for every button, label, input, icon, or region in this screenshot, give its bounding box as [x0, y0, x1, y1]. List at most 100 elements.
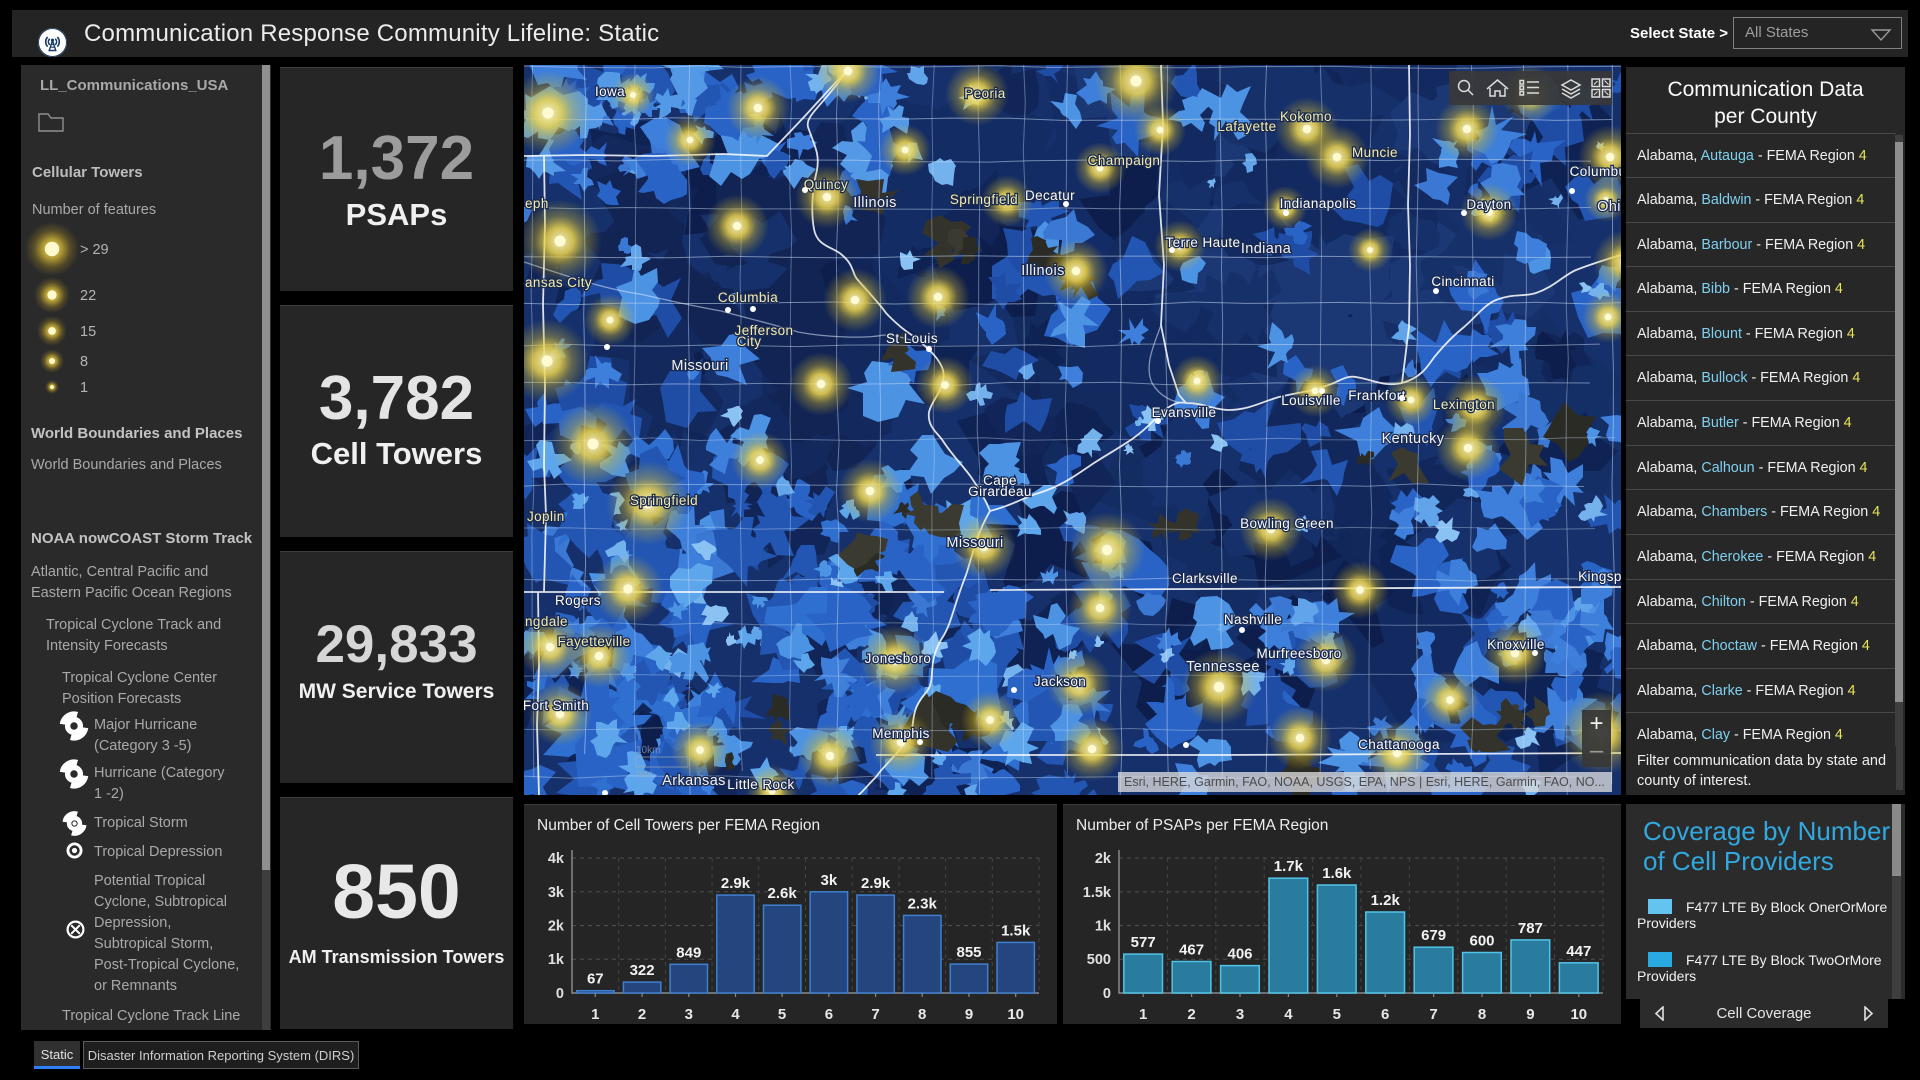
svg-text:7: 7	[871, 1006, 879, 1023]
svg-text:Chattanooga: Chattanooga	[1358, 737, 1440, 752]
svg-text:447: 447	[1566, 943, 1591, 960]
svg-text:Peoria: Peoria	[964, 86, 1006, 101]
svg-text:2.6k: 2.6k	[767, 885, 797, 902]
svg-text:Missouri: Missouri	[671, 358, 728, 374]
svg-text:849: 849	[676, 944, 701, 961]
svg-text:5: 5	[1333, 1006, 1341, 1023]
svg-text:0: 0	[1103, 986, 1111, 1002]
svg-text:5: 5	[778, 1006, 786, 1023]
svg-text:10: 10	[1007, 1006, 1024, 1023]
svg-text:Dayton: Dayton	[1466, 197, 1511, 212]
svg-text:3: 3	[685, 1006, 693, 1023]
svg-text:Indiana: Indiana	[1241, 241, 1292, 257]
svg-text:Quincy: Quincy	[804, 177, 848, 192]
svg-text:Louisville: Louisville	[1281, 393, 1341, 408]
svg-text:Jackson: Jackson	[1034, 674, 1086, 689]
svg-text:467: 467	[1179, 942, 1204, 959]
svg-text:9: 9	[1526, 1006, 1534, 1023]
svg-text:2: 2	[638, 1006, 646, 1023]
svg-text:Frankfort: Frankfort	[1348, 388, 1406, 403]
svg-text:1.6k: 1.6k	[1322, 865, 1352, 882]
svg-text:1k: 1k	[1095, 919, 1112, 935]
svg-text:Springfield: Springfield	[950, 192, 1018, 207]
svg-text:3k: 3k	[548, 885, 565, 901]
svg-text:Decatur: Decatur	[1025, 188, 1075, 203]
svg-text:6mi: 6mi	[636, 769, 652, 780]
svg-text:1.2k: 1.2k	[1371, 892, 1401, 909]
svg-text:Columbia: Columbia	[718, 290, 778, 305]
svg-text:9: 9	[965, 1006, 973, 1023]
svg-text:Kokomo: Kokomo	[1280, 109, 1332, 124]
svg-text:Arkansas: Arkansas	[662, 773, 726, 789]
svg-text:Evansville: Evansville	[1152, 405, 1217, 420]
svg-text:1: 1	[591, 1006, 599, 1023]
svg-text:855: 855	[956, 944, 981, 961]
svg-text:Cape: Cape	[983, 473, 1017, 488]
svg-text:0: 0	[556, 986, 564, 1002]
svg-text:Nashville: Nashville	[1224, 612, 1282, 627]
svg-text:Rogers: Rogers	[555, 593, 601, 608]
svg-text:1k: 1k	[548, 952, 565, 968]
svg-text:1.7k: 1.7k	[1274, 858, 1304, 875]
svg-text:City: City	[737, 334, 762, 349]
svg-text:600: 600	[1469, 933, 1494, 950]
svg-text:Kentucky: Kentucky	[1382, 431, 1445, 447]
svg-text:Fayetteville: Fayetteville	[557, 634, 630, 649]
svg-text:1.5k: 1.5k	[1083, 885, 1112, 901]
svg-text:Columbu: Columbu	[1570, 164, 1621, 179]
svg-text:2: 2	[1187, 1006, 1195, 1023]
svg-text:Bowling Green: Bowling Green	[1240, 516, 1334, 531]
svg-text:2.9k: 2.9k	[861, 875, 891, 892]
svg-text:Cincinnati: Cincinnati	[1431, 274, 1494, 289]
svg-text:Jonesboro: Jonesboro	[865, 651, 932, 666]
svg-text:Joplin: Joplin	[527, 509, 565, 524]
svg-text:Illinois: Illinois	[1021, 263, 1065, 279]
svg-text:Lafayette: Lafayette	[1217, 119, 1276, 134]
svg-text:4: 4	[731, 1006, 740, 1023]
svg-text:ansas City: ansas City	[525, 275, 592, 290]
svg-text:3: 3	[1236, 1006, 1244, 1023]
svg-text:679: 679	[1421, 927, 1446, 944]
svg-text:8: 8	[918, 1006, 926, 1023]
svg-text:67: 67	[587, 971, 604, 988]
svg-text:3k: 3k	[821, 872, 838, 889]
svg-text:2k: 2k	[548, 919, 565, 935]
svg-text:2.3k: 2.3k	[908, 895, 938, 912]
svg-text:Indianapolis: Indianapolis	[1280, 196, 1357, 211]
svg-text:St Louis: St Louis	[886, 331, 938, 346]
svg-text:ngdale: ngdale	[525, 614, 568, 629]
svg-text:322: 322	[630, 962, 655, 979]
svg-text:577: 577	[1131, 934, 1156, 951]
svg-text:Ohi: Ohi	[1597, 199, 1621, 215]
svg-text:Illinois: Illinois	[853, 195, 897, 211]
svg-text:Missouri: Missouri	[946, 535, 1003, 551]
svg-text:Little Rock: Little Rock	[727, 777, 794, 792]
svg-text:7: 7	[1429, 1006, 1437, 1023]
svg-text:Muncie: Muncie	[1352, 145, 1398, 160]
svg-text:4: 4	[1284, 1006, 1293, 1023]
svg-text:6: 6	[1381, 1006, 1389, 1023]
svg-text:Memphis: Memphis	[872, 726, 930, 741]
svg-text:Clarksville: Clarksville	[1172, 571, 1238, 586]
svg-text:Knoxville: Knoxville	[1487, 637, 1545, 652]
svg-text:Fort Smith: Fort Smith	[524, 698, 589, 713]
svg-text:Kingsp: Kingsp	[1578, 569, 1621, 584]
svg-text:10km: 10km	[636, 745, 660, 756]
svg-text:1: 1	[1139, 1006, 1147, 1023]
svg-text:Tennessee: Tennessee	[1186, 659, 1260, 675]
svg-text:Murfreesboro: Murfreesboro	[1256, 646, 1341, 661]
svg-text:2.9k: 2.9k	[721, 875, 751, 892]
svg-text:2k: 2k	[1095, 851, 1112, 867]
svg-text:Girardeau: Girardeau	[968, 484, 1032, 499]
svg-text:1.5k: 1.5k	[1001, 922, 1031, 939]
svg-text:6: 6	[825, 1006, 833, 1023]
svg-text:eph: eph	[525, 196, 549, 211]
svg-text:787: 787	[1518, 920, 1543, 937]
svg-text:406: 406	[1227, 946, 1252, 963]
svg-text:8: 8	[1478, 1006, 1486, 1023]
svg-text:500: 500	[1087, 952, 1111, 968]
svg-text:Terre Haute: Terre Haute	[1166, 235, 1241, 250]
svg-text:Jefferson: Jefferson	[735, 323, 794, 338]
svg-text:Springfield: Springfield	[630, 493, 698, 508]
svg-text:4k: 4k	[548, 851, 565, 867]
